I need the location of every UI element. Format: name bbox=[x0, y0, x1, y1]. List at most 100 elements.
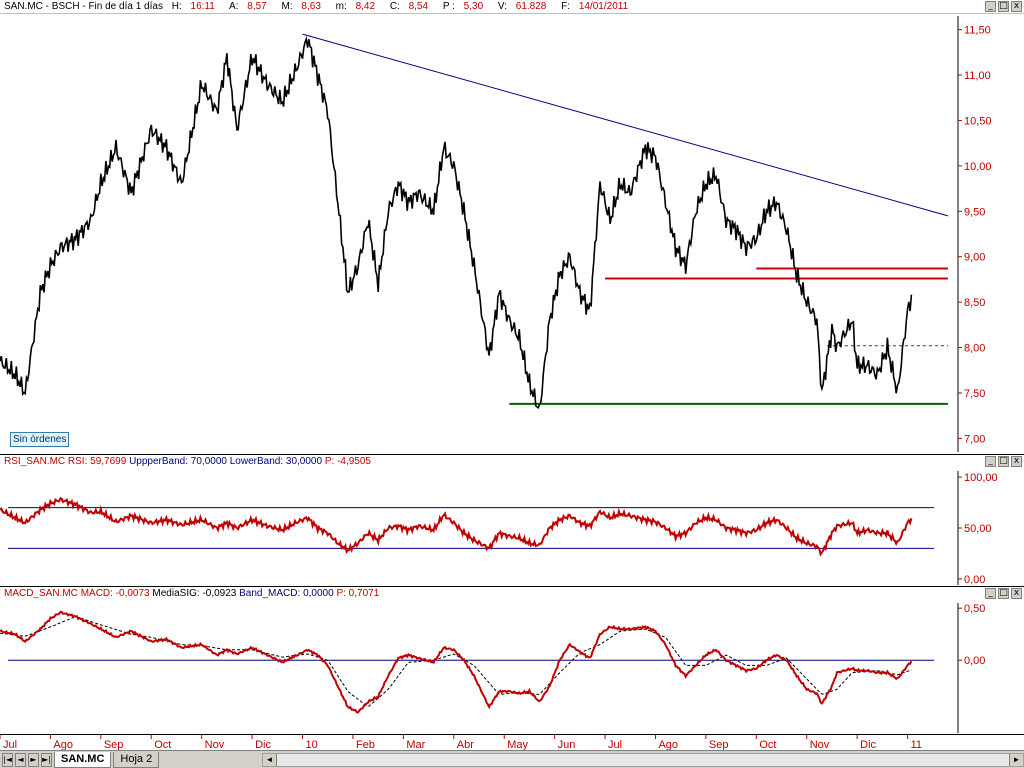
price-tick-label: 8,50 bbox=[964, 297, 985, 309]
upper-band-label: UppperBand: bbox=[129, 456, 189, 467]
rsi-window-buttons: _ □ x bbox=[985, 456, 1022, 467]
date-tick-label: Jun bbox=[558, 739, 576, 750]
close-button[interactable]: x bbox=[1011, 1, 1022, 12]
minimize-button[interactable]: _ bbox=[985, 588, 996, 599]
date-tick-label: Feb bbox=[356, 739, 375, 750]
prev-sheet-button[interactable]: ◄ bbox=[15, 752, 26, 767]
last-sheet-button[interactable]: ►| bbox=[41, 752, 52, 767]
date-tick-label: Jul bbox=[608, 739, 622, 750]
maximize-button[interactable]: □ bbox=[998, 1, 1009, 12]
rsi-tick-label: 50,00 bbox=[964, 523, 992, 535]
sheet-bar: |◄ ◄ ► ►| SAN.MC Hoja 2 ◄ ► bbox=[0, 750, 1024, 768]
orders-badge[interactable]: Sin órdenes bbox=[10, 432, 70, 447]
trendline bbox=[302, 33, 949, 217]
a-label: A: bbox=[229, 1, 239, 12]
macd-header: MACD_SAN.MC MACD: -0,0073 MediaSIG: -0,0… bbox=[0, 587, 1024, 601]
f-value: 14/01/2011 bbox=[578, 1, 629, 12]
minimize-button[interactable]: _ bbox=[985, 1, 996, 12]
rsi-series bbox=[0, 497, 913, 557]
c-value: 8,54 bbox=[408, 1, 429, 12]
macd-p-label: P: bbox=[336, 588, 346, 599]
tab-hoja-2[interactable]: Hoja 2 bbox=[113, 751, 160, 768]
date-tick-label: 11 bbox=[911, 739, 922, 750]
date-tick-label: Dic bbox=[255, 739, 271, 750]
f-label: F: bbox=[561, 1, 571, 12]
date-axis: Jul Ago Sep Oct Nov Dic 10 Feb Mar Abr May Jun Jul Ag… bbox=[0, 735, 922, 750]
rsi-p-label: P: bbox=[324, 456, 335, 467]
h-label: H: bbox=[171, 1, 182, 12]
maximize-button[interactable]: □ bbox=[998, 588, 1009, 599]
macd-tick-label: 0,00 bbox=[964, 655, 985, 667]
date-tick-label: Abr bbox=[457, 739, 474, 750]
upper-band-value: 70,0000 bbox=[190, 456, 227, 467]
price-symbol: SAN.MC - BSCH - Fin de día 1 días bbox=[4, 1, 163, 12]
price-panel[interactable]: SAN.MC - BSCH - Fin de día 1 días H: 16:… bbox=[0, 0, 1024, 455]
macd-signal-series bbox=[0, 616, 912, 707]
p-label: P : bbox=[442, 1, 455, 12]
a-value: 8,57 bbox=[247, 1, 267, 12]
rsi-header: RSI_SAN.MC RSI: 59,7699 UppperBand: 70,0… bbox=[0, 455, 1024, 469]
date-tick-label: Oct bbox=[154, 739, 171, 750]
date-tick-label: Mar bbox=[406, 739, 425, 750]
close-button[interactable]: x bbox=[1011, 456, 1022, 467]
macd-p-value: 0,7071 bbox=[348, 588, 380, 599]
price-chart[interactable]: 11,50 11,00 10,50 10,00 9,50 9,00 8,50 8,00 7,50… bbox=[0, 0, 1024, 455]
lower-band-label: LowerBand: bbox=[229, 456, 284, 467]
maximize-button[interactable]: □ bbox=[998, 456, 1009, 467]
h-value: 16:11 bbox=[190, 1, 215, 12]
v-label: V: bbox=[497, 1, 507, 12]
band-macd-value: 0,0000 bbox=[303, 588, 334, 599]
price-tick-label: 9,00 bbox=[964, 252, 985, 264]
rsi-tick-label: 0,00 bbox=[964, 574, 985, 586]
lower-band-value: 30,0000 bbox=[285, 456, 323, 467]
date-tick-label: Nov bbox=[810, 739, 830, 750]
price-tick-label: 9,50 bbox=[964, 206, 985, 218]
price-tick-label: 8,00 bbox=[964, 343, 985, 355]
date-tick-label: 10 bbox=[306, 739, 318, 750]
price-tick-label: 10,00 bbox=[964, 161, 992, 173]
macd-chart[interactable]: 0,50 0,00 bbox=[0, 587, 1024, 735]
macd-panel[interactable]: 0,50 0,00 MACD_SAN.MC MACD: -0,0073 Media… bbox=[0, 587, 1024, 735]
date-tick-label: Sep bbox=[104, 739, 124, 750]
first-sheet-button[interactable]: |◄ bbox=[2, 752, 13, 767]
rsi-chart[interactable]: 100,00 50,00 0,00 bbox=[0, 455, 1024, 587]
date-tick-label: Sep bbox=[709, 739, 729, 750]
signal-label: MediaSIG: bbox=[152, 588, 200, 599]
price-tick-label: 11,00 bbox=[964, 70, 991, 82]
v-value: 61.828 bbox=[515, 1, 547, 12]
rsi-label: RSI: bbox=[67, 456, 88, 467]
macd-name: MACD_SAN.MC bbox=[4, 588, 78, 599]
rsi-name: RSI_SAN.MC bbox=[4, 456, 66, 467]
price-window-buttons: _ □ x bbox=[985, 1, 1022, 12]
horizontal-scrollbar[interactable]: ◄ ► bbox=[262, 753, 1024, 767]
mm-label: m: bbox=[335, 1, 347, 12]
date-tick-label: Ago bbox=[658, 739, 678, 750]
next-sheet-button[interactable]: ► bbox=[28, 752, 39, 767]
macd-window-buttons: _ □ x bbox=[985, 588, 1022, 599]
date-tick-label: Dic bbox=[860, 739, 876, 750]
macd-tick-label: 0,50 bbox=[964, 603, 985, 615]
macd-series bbox=[0, 610, 913, 714]
m-value: 8,63 bbox=[301, 1, 321, 12]
price-series bbox=[0, 35, 913, 410]
macd-value: -0,0073 bbox=[115, 588, 150, 599]
date-tick-label: Jul bbox=[3, 739, 17, 750]
date-tick-label: Ago bbox=[53, 739, 73, 750]
signal-value: -0,0923 bbox=[202, 588, 237, 599]
mm-value: 8,42 bbox=[355, 1, 376, 12]
rsi-p-value: -4,9505 bbox=[337, 456, 371, 467]
band-macd-label: Band_MACD: bbox=[239, 588, 301, 599]
date-tick-label: May bbox=[507, 739, 528, 750]
price-header: SAN.MC - BSCH - Fin de día 1 días H: 16:… bbox=[0, 0, 1024, 14]
scroll-left-icon[interactable]: ◄ bbox=[263, 754, 277, 766]
price-tick-label: 11,50 bbox=[964, 25, 991, 37]
tab-san-mc[interactable]: SAN.MC bbox=[54, 751, 112, 768]
price-tick-label: 7,50 bbox=[964, 388, 985, 400]
rsi-panel[interactable]: 100,00 50,00 0,00 RSI_SAN.MC RSI: 59,7699 … bbox=[0, 455, 1024, 587]
date-tick-label: Nov bbox=[205, 739, 225, 750]
price-tick-label: 7,00 bbox=[964, 433, 985, 445]
close-button[interactable]: x bbox=[1011, 588, 1022, 599]
minimize-button[interactable]: _ bbox=[985, 456, 996, 467]
scroll-right-icon[interactable]: ► bbox=[1009, 754, 1023, 766]
c-label: C: bbox=[389, 1, 400, 12]
